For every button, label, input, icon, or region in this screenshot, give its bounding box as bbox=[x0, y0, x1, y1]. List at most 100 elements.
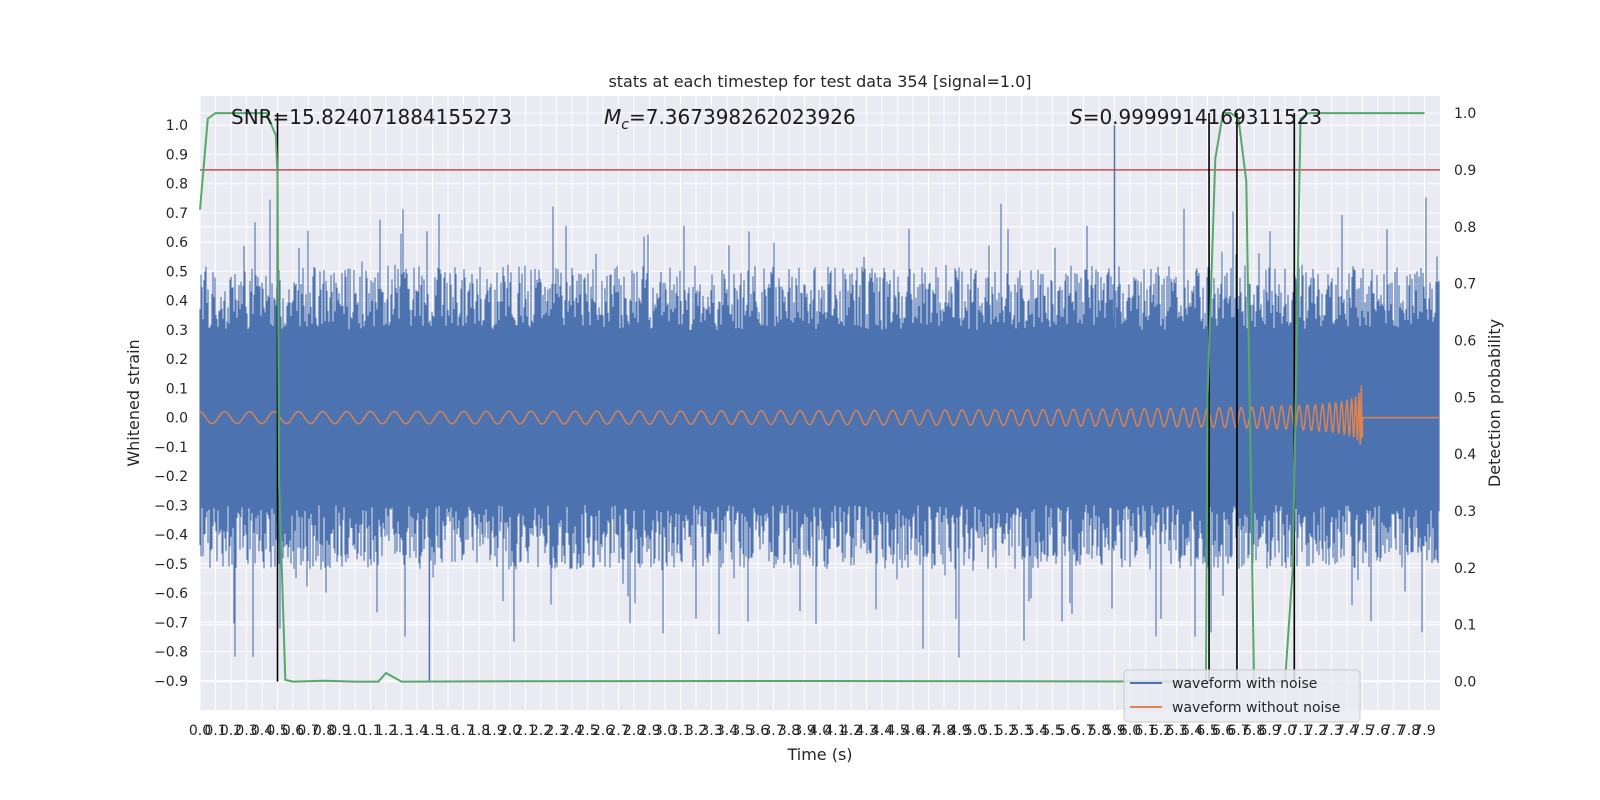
y-axis-label-left: Whitened strain bbox=[124, 339, 143, 466]
x-tick-label: 5.8 bbox=[1088, 723, 1110, 739]
chart-title: stats at each timestep for test data 354… bbox=[608, 72, 1031, 91]
chirp-mass-annotation: Mc=7.367398262023926 bbox=[604, 105, 856, 133]
y-left-tick-label: −0.5 bbox=[154, 557, 188, 573]
x-tick-label: 7.6 bbox=[1367, 723, 1389, 739]
x-tick-label: 7.1 bbox=[1289, 723, 1311, 739]
x-tick-label: 7.7 bbox=[1382, 723, 1404, 739]
x-tick-label: 5.1 bbox=[979, 723, 1001, 739]
x-tick-label: 6.1 bbox=[1134, 723, 1156, 739]
x-tick-label: 2.6 bbox=[592, 723, 614, 739]
y-left-tick-label: 0.2 bbox=[166, 352, 188, 368]
y-left-tick-label: −0.1 bbox=[154, 440, 188, 456]
x-tick-label: 2.8 bbox=[623, 723, 645, 739]
x-tick-label: 1.2 bbox=[375, 723, 397, 739]
x-tick-label: 6.6 bbox=[1212, 723, 1234, 739]
y-left-tick-label: 0.7 bbox=[166, 206, 188, 222]
y-left-tick-label: 0.0 bbox=[166, 411, 188, 427]
x-tick-label: 6.8 bbox=[1243, 723, 1265, 739]
x-tick-label: 4.8 bbox=[933, 723, 955, 739]
x-tick-label: 2.2 bbox=[530, 723, 552, 739]
chirp-mass-symbol: M bbox=[604, 105, 621, 129]
y-right-tick-label: 0.5 bbox=[1454, 390, 1476, 406]
x-tick-label: 4.7 bbox=[917, 723, 939, 739]
x-tick-label: 2.4 bbox=[561, 723, 583, 739]
x-tick-label: 7.4 bbox=[1336, 723, 1358, 739]
x-tick-label: 4.0 bbox=[809, 723, 831, 739]
x-tick-label: 2.5 bbox=[576, 723, 598, 739]
x-tick-label: 1.7 bbox=[452, 723, 474, 739]
y-left-tick-label: −0.4 bbox=[154, 528, 188, 544]
x-tick-label: 6.2 bbox=[1150, 723, 1172, 739]
y-right-tick-label: 0.8 bbox=[1454, 220, 1476, 236]
legend-label-clean: waveform without noise bbox=[1172, 700, 1340, 716]
x-tick-label: 4.3 bbox=[855, 723, 877, 739]
y-left-tick-label: −0.6 bbox=[154, 586, 188, 602]
y-left-tick-label: 0.5 bbox=[166, 264, 188, 280]
x-tick-label: 0.7 bbox=[297, 723, 319, 739]
y-left-tick-label: 0.4 bbox=[166, 294, 188, 310]
x-tick-label: 4.6 bbox=[902, 723, 924, 739]
y-right-tick-label: 0.3 bbox=[1454, 504, 1476, 520]
x-tick-label: 0.8 bbox=[313, 723, 335, 739]
noisy-waveform-bars bbox=[199, 197, 1440, 658]
x-tick-label: 2.0 bbox=[499, 723, 521, 739]
s-value: =0.9999914169311523 bbox=[1083, 105, 1322, 129]
x-tick-label: 0.5 bbox=[266, 723, 288, 739]
x-tick-label: 3.2 bbox=[685, 723, 707, 739]
y-right-tick-label: 0.4 bbox=[1454, 447, 1476, 463]
x-tick-label: 7.9 bbox=[1413, 723, 1435, 739]
x-tick-label: 2.1 bbox=[514, 723, 536, 739]
x-tick-label: 4.2 bbox=[840, 723, 862, 739]
x-tick-label: 6.9 bbox=[1258, 723, 1280, 739]
x-tick-label: 3.7 bbox=[762, 723, 784, 739]
y-right-tick-labels: 0.0 0.1 0.2 0.3 0.4 0.5 0.6 0.7 0.8 0.9 1.0 bbox=[1454, 106, 1476, 691]
x-tick-label: 1.5 bbox=[421, 723, 443, 739]
x-tick-label: 5.7 bbox=[1072, 723, 1094, 739]
x-tick-label: 4.5 bbox=[886, 723, 908, 739]
x-tick-label: 7.0 bbox=[1274, 723, 1296, 739]
x-tick-label: 5.0 bbox=[964, 723, 986, 739]
x-tick-label: 3.4 bbox=[716, 723, 738, 739]
x-tick-label: 0.2 bbox=[220, 723, 242, 739]
y-right-tick-label: 0.2 bbox=[1454, 561, 1476, 577]
x-tick-label: 0.0 bbox=[189, 723, 211, 739]
y-left-tick-label: 0.6 bbox=[166, 235, 188, 251]
y-axis-label-right: Detection probability bbox=[1485, 319, 1504, 487]
chirp-mass-value: =7.367398262023926 bbox=[629, 105, 856, 129]
x-tick-label: 6.0 bbox=[1119, 723, 1141, 739]
x-tick-label: 0.6 bbox=[282, 723, 304, 739]
x-tick-label: 5.5 bbox=[1041, 723, 1063, 739]
x-tick-label: 1.0 bbox=[344, 723, 366, 739]
x-tick-label: 5.9 bbox=[1103, 723, 1125, 739]
x-tick-label: 1.8 bbox=[468, 723, 490, 739]
x-tick-label: 7.8 bbox=[1398, 723, 1420, 739]
x-tick-label: 7.3 bbox=[1320, 723, 1342, 739]
y-right-tick-label: 0.1 bbox=[1454, 618, 1476, 634]
y-left-tick-label: 0.1 bbox=[166, 381, 188, 397]
x-tick-labels: 0.00.10.20.30.40.50.60.70.80.91.01.11.21… bbox=[189, 723, 1436, 739]
y-left-tick-label: −0.8 bbox=[154, 645, 188, 661]
x-tick-label: 1.6 bbox=[437, 723, 459, 739]
x-tick-label: 5.4 bbox=[1026, 723, 1048, 739]
x-tick-label: 0.9 bbox=[328, 723, 350, 739]
x-tick-label: 6.3 bbox=[1165, 723, 1187, 739]
y-right-tick-label: 0.7 bbox=[1454, 277, 1476, 293]
y-left-tick-label: −0.3 bbox=[154, 498, 188, 514]
x-tick-label: 2.7 bbox=[607, 723, 629, 739]
x-tick-label: 5.2 bbox=[995, 723, 1017, 739]
legend: waveform with noise waveform without noi… bbox=[1123, 669, 1361, 723]
y-left-tick-labels: −0.9 −0.8 −0.7 −0.6 −0.5 −0.4 −0.3 −0.2 −0.1 0.0 0… bbox=[154, 118, 188, 690]
x-tick-label: 4.9 bbox=[948, 723, 970, 739]
x-tick-label: 3.6 bbox=[747, 723, 769, 739]
x-tick-label: 3.8 bbox=[778, 723, 800, 739]
chirp-mass-subscript: c bbox=[621, 117, 629, 133]
legend-box bbox=[1123, 669, 1361, 723]
x-tick-label: 7.5 bbox=[1351, 723, 1373, 739]
x-tick-label: 1.4 bbox=[406, 723, 428, 739]
x-tick-label: 6.4 bbox=[1181, 723, 1203, 739]
x-tick-label: 6.5 bbox=[1196, 723, 1218, 739]
x-tick-label: 5.3 bbox=[1010, 723, 1032, 739]
x-tick-label: 5.6 bbox=[1057, 723, 1079, 739]
y-right-tick-label: 0.0 bbox=[1454, 675, 1476, 691]
